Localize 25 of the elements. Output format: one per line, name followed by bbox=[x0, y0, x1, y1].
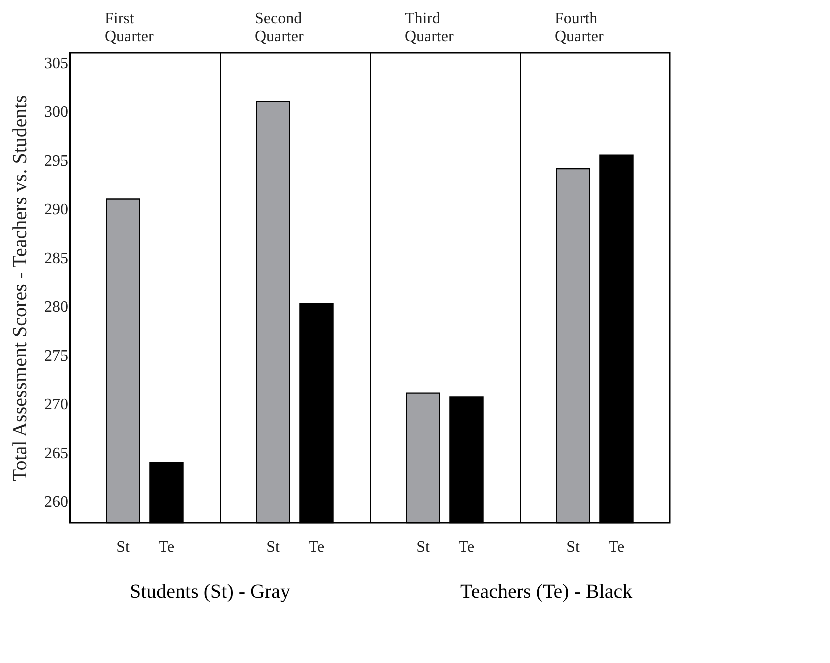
x-tick-label: Second Quarter bbox=[255, 10, 305, 46]
y-tick-label: 295 bbox=[44, 152, 68, 170]
text: Students (St) - Gray bbox=[130, 581, 291, 604]
y-tick-label: 265 bbox=[44, 445, 68, 462]
series-label: Te bbox=[158, 539, 175, 556]
text: Teachers (Te) - Black bbox=[460, 581, 633, 604]
text: St bbox=[416, 539, 430, 556]
y-tick-label: 290 bbox=[44, 202, 68, 219]
x-tick-label: First Quarter bbox=[105, 10, 155, 46]
y-tick-label: 270 bbox=[44, 396, 68, 414]
y-tick-label: 275 bbox=[44, 348, 68, 365]
y-axis-title: Total Assessment Scores - Teachers vs. Students bbox=[10, 95, 32, 482]
y-tick-label: 305 bbox=[44, 55, 68, 72]
text: St bbox=[566, 539, 580, 556]
text: St bbox=[266, 539, 280, 556]
y-tick-label: 300 bbox=[44, 104, 68, 122]
y-tick-label: 260 bbox=[44, 494, 68, 512]
text: Te bbox=[608, 539, 625, 556]
text: Te bbox=[458, 539, 475, 556]
y-tick-label: 280 bbox=[44, 299, 68, 316]
text: Te bbox=[308, 539, 325, 556]
y-tick-label: 285 bbox=[44, 250, 68, 268]
x-tick-label: Third Quarter bbox=[405, 10, 455, 46]
series-label: St bbox=[116, 539, 130, 556]
x-tick-label: Fourth Quarter bbox=[555, 10, 605, 46]
